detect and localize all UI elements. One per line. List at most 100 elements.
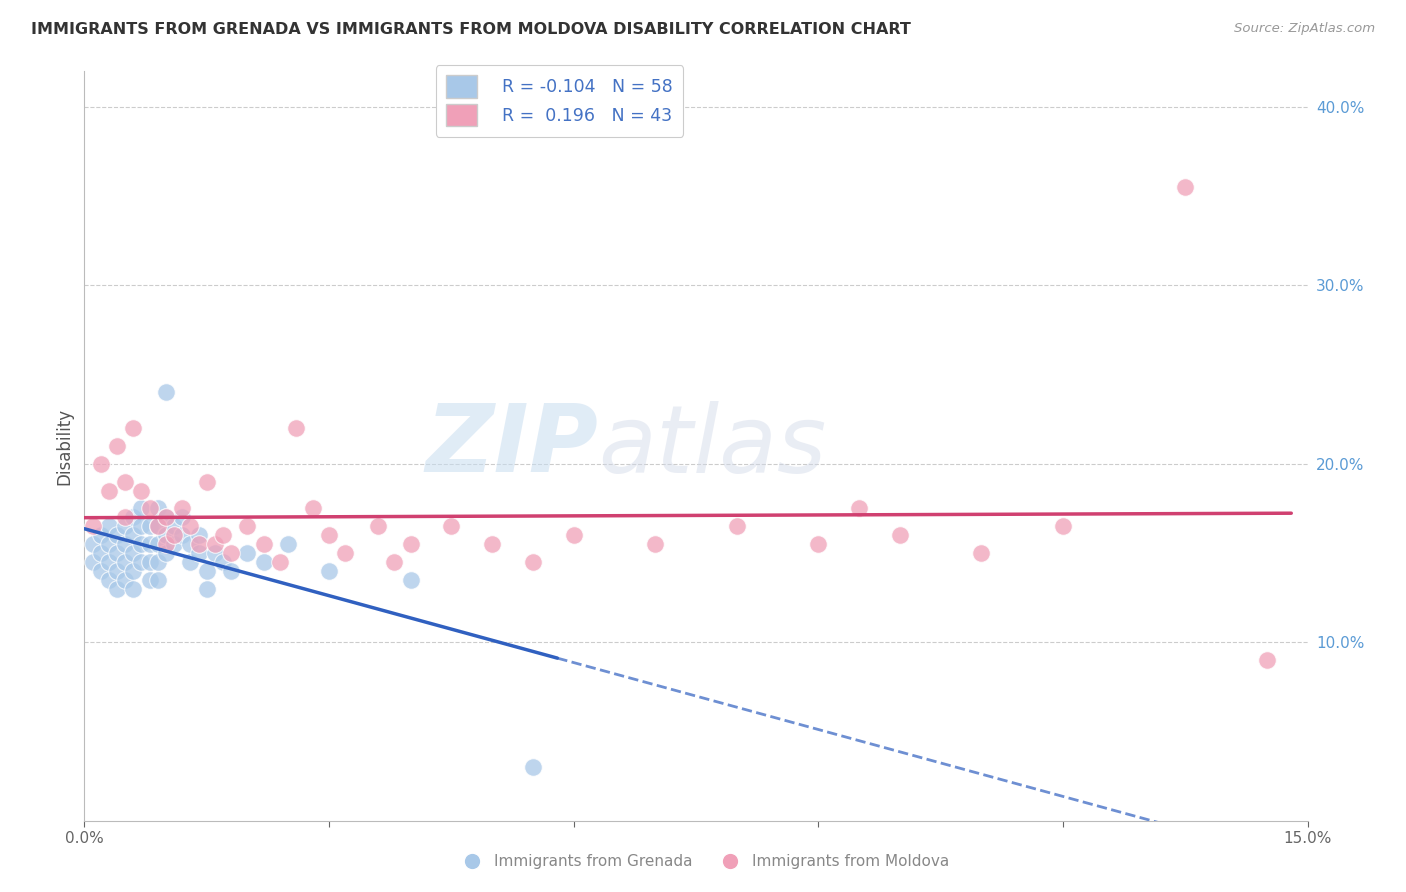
Point xyxy=(131,555,153,569)
Point xyxy=(562,528,585,542)
Point xyxy=(155,510,177,524)
Point xyxy=(1256,653,1278,667)
Point xyxy=(318,564,340,578)
Y-axis label: Disability: Disability xyxy=(55,408,73,484)
Point xyxy=(122,546,145,560)
Point xyxy=(285,421,308,435)
Point xyxy=(146,537,169,551)
Point xyxy=(114,510,136,524)
Point xyxy=(114,475,136,489)
Point xyxy=(105,528,128,542)
Point xyxy=(131,501,153,516)
Point xyxy=(138,555,160,569)
Point xyxy=(970,546,993,560)
Point xyxy=(187,546,209,560)
Point xyxy=(644,537,666,551)
Point xyxy=(122,421,145,435)
Point xyxy=(155,546,177,560)
Point xyxy=(195,582,218,596)
Point xyxy=(367,519,389,533)
Point xyxy=(97,537,120,551)
Point xyxy=(163,537,186,551)
Point xyxy=(122,564,145,578)
Point xyxy=(138,537,160,551)
Point xyxy=(889,528,911,542)
Point xyxy=(114,573,136,587)
Point xyxy=(253,555,276,569)
Point xyxy=(253,537,276,551)
Point xyxy=(122,510,145,524)
Point xyxy=(105,439,128,453)
Text: ZIP: ZIP xyxy=(425,400,598,492)
Point xyxy=(97,555,120,569)
Point xyxy=(1174,180,1197,194)
Point xyxy=(179,537,201,551)
Point xyxy=(131,537,153,551)
Point xyxy=(146,501,169,516)
Point xyxy=(155,510,177,524)
Point xyxy=(163,519,186,533)
Point xyxy=(146,519,169,533)
Point xyxy=(82,555,104,569)
Point xyxy=(146,573,169,587)
Point xyxy=(146,555,169,569)
Point xyxy=(138,501,160,516)
Point xyxy=(179,519,201,533)
Point xyxy=(138,519,160,533)
Point xyxy=(105,582,128,596)
Point xyxy=(138,573,160,587)
Point xyxy=(163,528,186,542)
Point xyxy=(204,537,226,551)
Point xyxy=(122,582,145,596)
Text: IMMIGRANTS FROM GRENADA VS IMMIGRANTS FROM MOLDOVA DISABILITY CORRELATION CHART: IMMIGRANTS FROM GRENADA VS IMMIGRANTS FR… xyxy=(31,22,911,37)
Point xyxy=(301,501,323,516)
Point xyxy=(122,528,145,542)
Point xyxy=(105,564,128,578)
Point xyxy=(399,537,422,551)
Point xyxy=(277,537,299,551)
Point xyxy=(219,564,242,578)
Point xyxy=(212,555,235,569)
Point xyxy=(204,546,226,560)
Point xyxy=(335,546,357,560)
Point xyxy=(131,519,153,533)
Point xyxy=(481,537,503,551)
Point xyxy=(131,483,153,498)
Text: Source: ZipAtlas.com: Source: ZipAtlas.com xyxy=(1234,22,1375,36)
Point xyxy=(1052,519,1074,533)
Legend: Immigrants from Grenada, Immigrants from Moldova: Immigrants from Grenada, Immigrants from… xyxy=(451,848,955,875)
Text: atlas: atlas xyxy=(598,401,827,491)
Point xyxy=(97,483,120,498)
Point xyxy=(114,555,136,569)
Point xyxy=(105,546,128,560)
Point xyxy=(172,501,194,516)
Point xyxy=(114,519,136,533)
Point xyxy=(219,546,242,560)
Legend:   R = -0.104   N = 58,   R =  0.196   N = 43: R = -0.104 N = 58, R = 0.196 N = 43 xyxy=(436,65,683,136)
Point xyxy=(382,555,405,569)
Point xyxy=(146,519,169,533)
Point xyxy=(236,546,259,560)
Point xyxy=(212,528,235,542)
Point xyxy=(172,528,194,542)
Point xyxy=(440,519,463,533)
Point xyxy=(90,528,112,542)
Point xyxy=(90,457,112,471)
Point xyxy=(97,519,120,533)
Point xyxy=(399,573,422,587)
Point xyxy=(90,546,112,560)
Point xyxy=(269,555,291,569)
Point xyxy=(90,564,112,578)
Point xyxy=(807,537,830,551)
Point xyxy=(848,501,870,516)
Point xyxy=(172,510,194,524)
Point xyxy=(195,564,218,578)
Point xyxy=(82,537,104,551)
Point xyxy=(187,528,209,542)
Point xyxy=(155,528,177,542)
Point xyxy=(114,537,136,551)
Point xyxy=(155,537,177,551)
Point xyxy=(179,555,201,569)
Point xyxy=(236,519,259,533)
Point xyxy=(155,385,177,400)
